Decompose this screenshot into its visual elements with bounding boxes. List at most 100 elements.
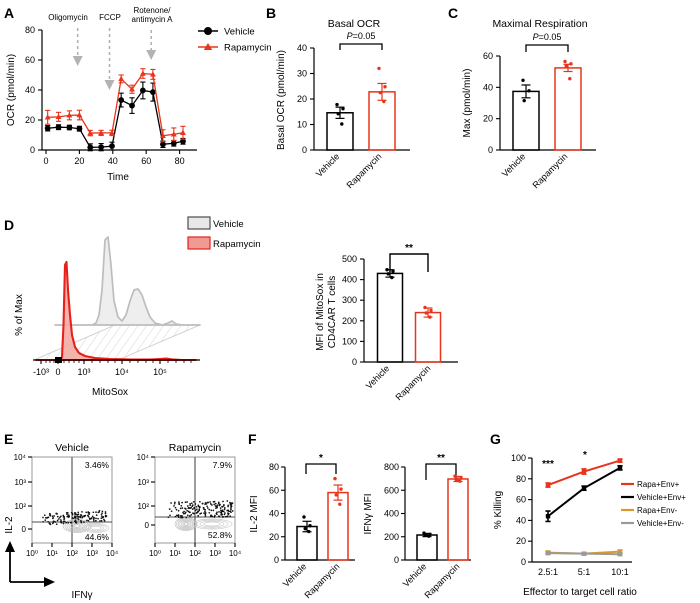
panel-e-v-ytick-3: 0 <box>22 525 27 534</box>
panel-g-ytick-2: 40 <box>516 515 526 525</box>
panel-b-bars <box>326 66 396 151</box>
panel-d-bar-y-axis-title-2: CD4CAR T cells <box>327 276 338 348</box>
panel-b: Basal OCR 0 10 20 30 40 Basal OCR (pmol/… <box>258 0 448 200</box>
panel-f-ifng-ytick-3: 600 <box>384 485 399 495</box>
panel-g-legend-label-2: Rapa+Env- <box>637 506 678 515</box>
panel-a-y-ticks: 0 20 40 60 80 <box>25 25 42 155</box>
panel-e-r-ytick-0: 10⁴ <box>137 453 150 462</box>
panel-g-y-ticks: 0 20 40 60 80 100 <box>511 453 532 567</box>
panel-c-significance-bracket: P=0.05 <box>525 32 569 52</box>
panel-e-vehicle-y-ticks: 10⁴ 10³ 10² 0 <box>14 453 32 534</box>
panel-f-ifng-y-ticks: 0 200 400 600 800 <box>384 462 405 565</box>
panel-b-y-ticks: 0 10 20 30 40 <box>297 43 314 155</box>
panel-d-letter: D <box>4 217 15 233</box>
panel-a-legend-label-rapamycin: Rapamycin <box>224 43 272 54</box>
panel-g: 0 20 40 60 80 100 % Killing 2.5:1 5:1 10… <box>480 440 700 603</box>
panel-f-il2-ytick-1: 20 <box>269 532 279 542</box>
panel-g-xtick-0: 2.5:1 <box>538 567 558 577</box>
panel-b-y-axis-title: Basal OCR (pmol/min) <box>276 50 287 150</box>
panel-c-y-axis-title: Max (pmol/min) <box>462 69 473 138</box>
panel-g-significance-0: *** <box>542 459 554 470</box>
panel-a-annotation-rotenone-label-2: antimycin A <box>132 15 174 24</box>
panel-d-cat-vehicle: Vehicle <box>364 363 392 391</box>
panel-e-plot-title-rapamycin: Rapamycin <box>169 442 222 454</box>
panel-a-x-axis-title: Time <box>107 172 129 183</box>
panel-e-v-xtick-1: 10¹ <box>46 549 58 558</box>
panel-d-legend-item-vehicle: Vehicle <box>187 216 244 230</box>
panel-d-bar-chart: 0 100 200 300 400 500 MFI of MitoSox in … <box>296 212 496 402</box>
panel-f-il2-ytick-2: 40 <box>269 509 279 519</box>
panel-e-r-xtick-0: 10⁰ <box>149 549 161 558</box>
panel-d-significance: ** <box>405 243 413 254</box>
panel-d-bars <box>376 268 442 363</box>
panel-a-x-ticks: 0 20 40 60 80 <box>43 150 185 166</box>
panel-d-legend-label-vehicle: Vehicle <box>213 219 244 230</box>
panel-g-ytick-5: 100 <box>511 453 526 463</box>
panel-d-hist-vehicle <box>54 236 201 326</box>
panel-e-vehicle-x-ticks: 10⁰ 10¹ 10² 10³ 10⁴ <box>26 543 119 558</box>
panel-a-data-series <box>44 68 186 152</box>
panel-c-letter: C <box>448 5 459 21</box>
panel-b-pvalue: P=0.05 <box>347 31 376 41</box>
panel-a-annotation-rotenone: Rotenone/ antimycin A <box>132 6 174 60</box>
panel-d-bar-y-ticks: 0 100 200 300 400 500 <box>342 254 364 367</box>
panel-e-rapa-ur-pct: 7.9% <box>213 460 233 470</box>
panel-f-il2-bars <box>296 476 349 561</box>
panel-c: Maximal Respiration 0 20 40 60 Max (pmol… <box>440 0 640 200</box>
panel-e-vehicle-lr-pct: 44.6% <box>85 532 110 542</box>
panel-c-ytick-2: 40 <box>483 82 493 92</box>
panel-g-legend-item-1: Vehicle+Env+ <box>621 493 686 502</box>
panel-a-annotation-rotenone-label-1: Rotenone/ <box>134 6 172 15</box>
panel-a-legend-item-vehicle: Vehicle <box>198 27 255 38</box>
panel-f-ifng-significance-bracket: ** <box>425 453 457 480</box>
panel-a-ytick-4: 80 <box>25 25 35 35</box>
panel-b-ytick-3: 30 <box>297 69 307 79</box>
panel-e-r-xtick-4: 10⁴ <box>229 549 242 558</box>
panel-b-ytick-4: 40 <box>297 43 307 53</box>
panel-e-r-ytick-1: 10³ <box>137 478 149 487</box>
panel-d-legend-item-rapamycin: Rapamycin <box>187 236 261 250</box>
panel-a-plot: 0 20 40 60 80 0 20 40 60 80 OCR (pmol/mi <box>6 6 197 183</box>
panel-e-v-xtick-4: 10⁴ <box>106 549 119 558</box>
panel-e-v-xtick-2: 10² <box>66 549 78 558</box>
panel-a-legend: Vehicle Rapamycin <box>196 22 296 62</box>
panel-f-ifng-ytick-1: 200 <box>384 532 399 542</box>
panel-b-significance-bracket: P=0.05 <box>339 31 383 50</box>
panel-e-plot-vehicle: Vehicle 3.46% 44.6% 10⁴ 10³ 10² 0 <box>14 442 119 558</box>
panel-g-data-series <box>545 458 623 557</box>
panel-a-annotation-fccp-label: FCCP <box>99 13 121 22</box>
panel-c-ytick-3: 60 <box>483 51 493 61</box>
panel-f-il2-ytick-4: 80 <box>269 462 279 472</box>
panel-d-bar-ytick-1: 100 <box>342 336 357 346</box>
panel-d-bar-ytick-4: 400 <box>342 275 357 285</box>
panel-f-ifng-y-axis-title: IFNγ MFI <box>363 493 374 534</box>
panel-e-rapa-x-ticks: 10⁰ 10¹ 10² 10³ 10⁴ <box>149 543 242 558</box>
panel-c-cat-vehicle: Vehicle <box>500 151 528 179</box>
panel-e-outer-axes <box>5 541 55 587</box>
panel-c-title: Maximal Respiration <box>492 18 587 30</box>
panel-c-y-ticks: 0 20 40 60 <box>483 51 500 155</box>
panel-e-y-axis-title: IL-2 <box>4 516 15 534</box>
panel-d-histogram-plot: % of Max <box>14 236 201 398</box>
panel-g-plot: 0 20 40 60 80 100 % Killing 2.5:1 5:1 10… <box>493 450 637 598</box>
panel-g-legend-label-3: Vehicle+Env- <box>637 519 684 528</box>
panel-d-cat-rapamycin: Rapamycin <box>394 363 433 402</box>
panel-g-ytick-1: 20 <box>516 536 526 546</box>
panel-b-plot: Basal OCR 0 10 20 30 40 Basal OCR (pmol/… <box>276 18 410 190</box>
panel-e-r-ytick-2: 10² <box>137 502 149 511</box>
panel-e: IL-2 IFNγ Vehicle 3.46% 44.6% 10⁴ 10³ <box>0 440 245 603</box>
panel-c-ytick-1: 20 <box>483 114 493 124</box>
panel-d-bar-ytick-0: 0 <box>352 357 357 367</box>
panel-f-ifng-ytick-2: 400 <box>384 509 399 519</box>
panel-a-legend-item-rapamycin: Rapamycin <box>198 43 272 54</box>
panel-d-significance-bracket: ** <box>389 243 429 272</box>
panel-b-title: Basal OCR <box>328 18 381 30</box>
panel-d-hist-rapamycin <box>34 260 198 362</box>
panel-f-ifng-significance: ** <box>437 453 445 464</box>
panel-a-letter: A <box>4 5 15 21</box>
panel-d-hist-legend: Vehicle Rapamycin <box>186 214 306 259</box>
panel-e-plot: IL-2 IFNγ Vehicle 3.46% 44.6% 10⁴ 10³ <box>4 442 242 601</box>
panel-e-vehicle-ur-pct: 3.46% <box>85 460 110 470</box>
panel-a-legend-label-vehicle: Vehicle <box>224 27 255 38</box>
